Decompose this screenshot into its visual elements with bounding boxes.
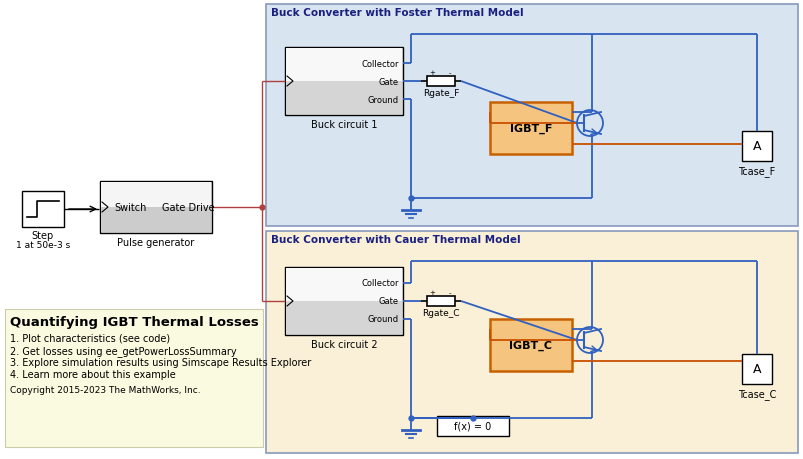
Text: Buck circuit 2: Buck circuit 2 [310,339,377,349]
Text: Pulse generator: Pulse generator [117,237,194,247]
Bar [284,268,402,335]
Bar [286,82,402,115]
Bar [489,103,571,155]
Text: Gate: Gate [378,77,398,86]
Bar [426,77,454,87]
Bar [101,183,210,207]
Bar [741,132,771,162]
Text: 1 at 50e-3 s: 1 at 50e-3 s [16,241,70,249]
Text: A: A [752,140,760,153]
Text: Rgate_F: Rgate_F [422,89,459,98]
Bar [437,416,508,436]
Text: Switch: Switch [114,202,146,213]
Bar [286,269,402,302]
Text: 2. Get losses using ee_getPowerLossSummary: 2. Get losses using ee_getPowerLossSumma… [10,345,236,356]
Text: +: + [429,70,434,76]
Text: Gate: Gate [378,297,398,306]
Bar [741,354,771,384]
Text: 3. Explore simulation results using Simscape Results Explorer: 3. Explore simulation results using Sims… [10,357,311,367]
Bar [489,319,571,371]
Text: Buck Converter with Foster Thermal Model: Buck Converter with Foster Thermal Model [271,8,523,18]
Text: Collector: Collector [361,279,398,288]
Text: Tcase_C: Tcase_C [737,388,775,399]
Text: Ground: Ground [368,315,398,324]
Bar [266,231,797,453]
Text: Buck Converter with Cauer Thermal Model: Buck Converter with Cauer Thermal Model [271,235,520,245]
Bar [286,49,402,82]
Text: Collector: Collector [361,59,398,68]
Text: Step: Step [32,230,54,241]
Text: IGBT_F: IGBT_F [509,123,552,134]
Text: 4. Learn more about this example: 4. Learn more about this example [10,369,176,379]
Text: f(x) = 0: f(x) = 0 [454,421,491,431]
Bar [101,207,210,233]
Text: A: A [752,363,760,375]
Bar [286,302,402,334]
Text: -: - [448,289,450,295]
Text: Quantifying IGBT Thermal Losses: Quantifying IGBT Thermal Losses [10,315,259,328]
Text: Tcase_F: Tcase_F [737,166,775,177]
Text: +: + [429,289,434,295]
Text: -: - [448,70,450,76]
Text: Buck circuit 1: Buck circuit 1 [311,120,377,130]
Text: Copyright 2015-2023 The MathWorks, Inc.: Copyright 2015-2023 The MathWorks, Inc. [10,385,201,394]
Bar [266,5,797,226]
Text: Gate Drive: Gate Drive [161,202,214,213]
Bar [284,48,402,116]
Text: Rgate_C: Rgate_C [422,308,459,317]
Text: IGBT_C: IGBT_C [509,340,552,350]
Text: 1. Plot characteristics (see code): 1. Plot characteristics (see code) [10,333,170,343]
Text: Ground: Ground [368,95,398,104]
Bar [22,191,64,228]
Bar [426,297,454,306]
Bar [100,182,212,234]
Bar [5,309,263,447]
